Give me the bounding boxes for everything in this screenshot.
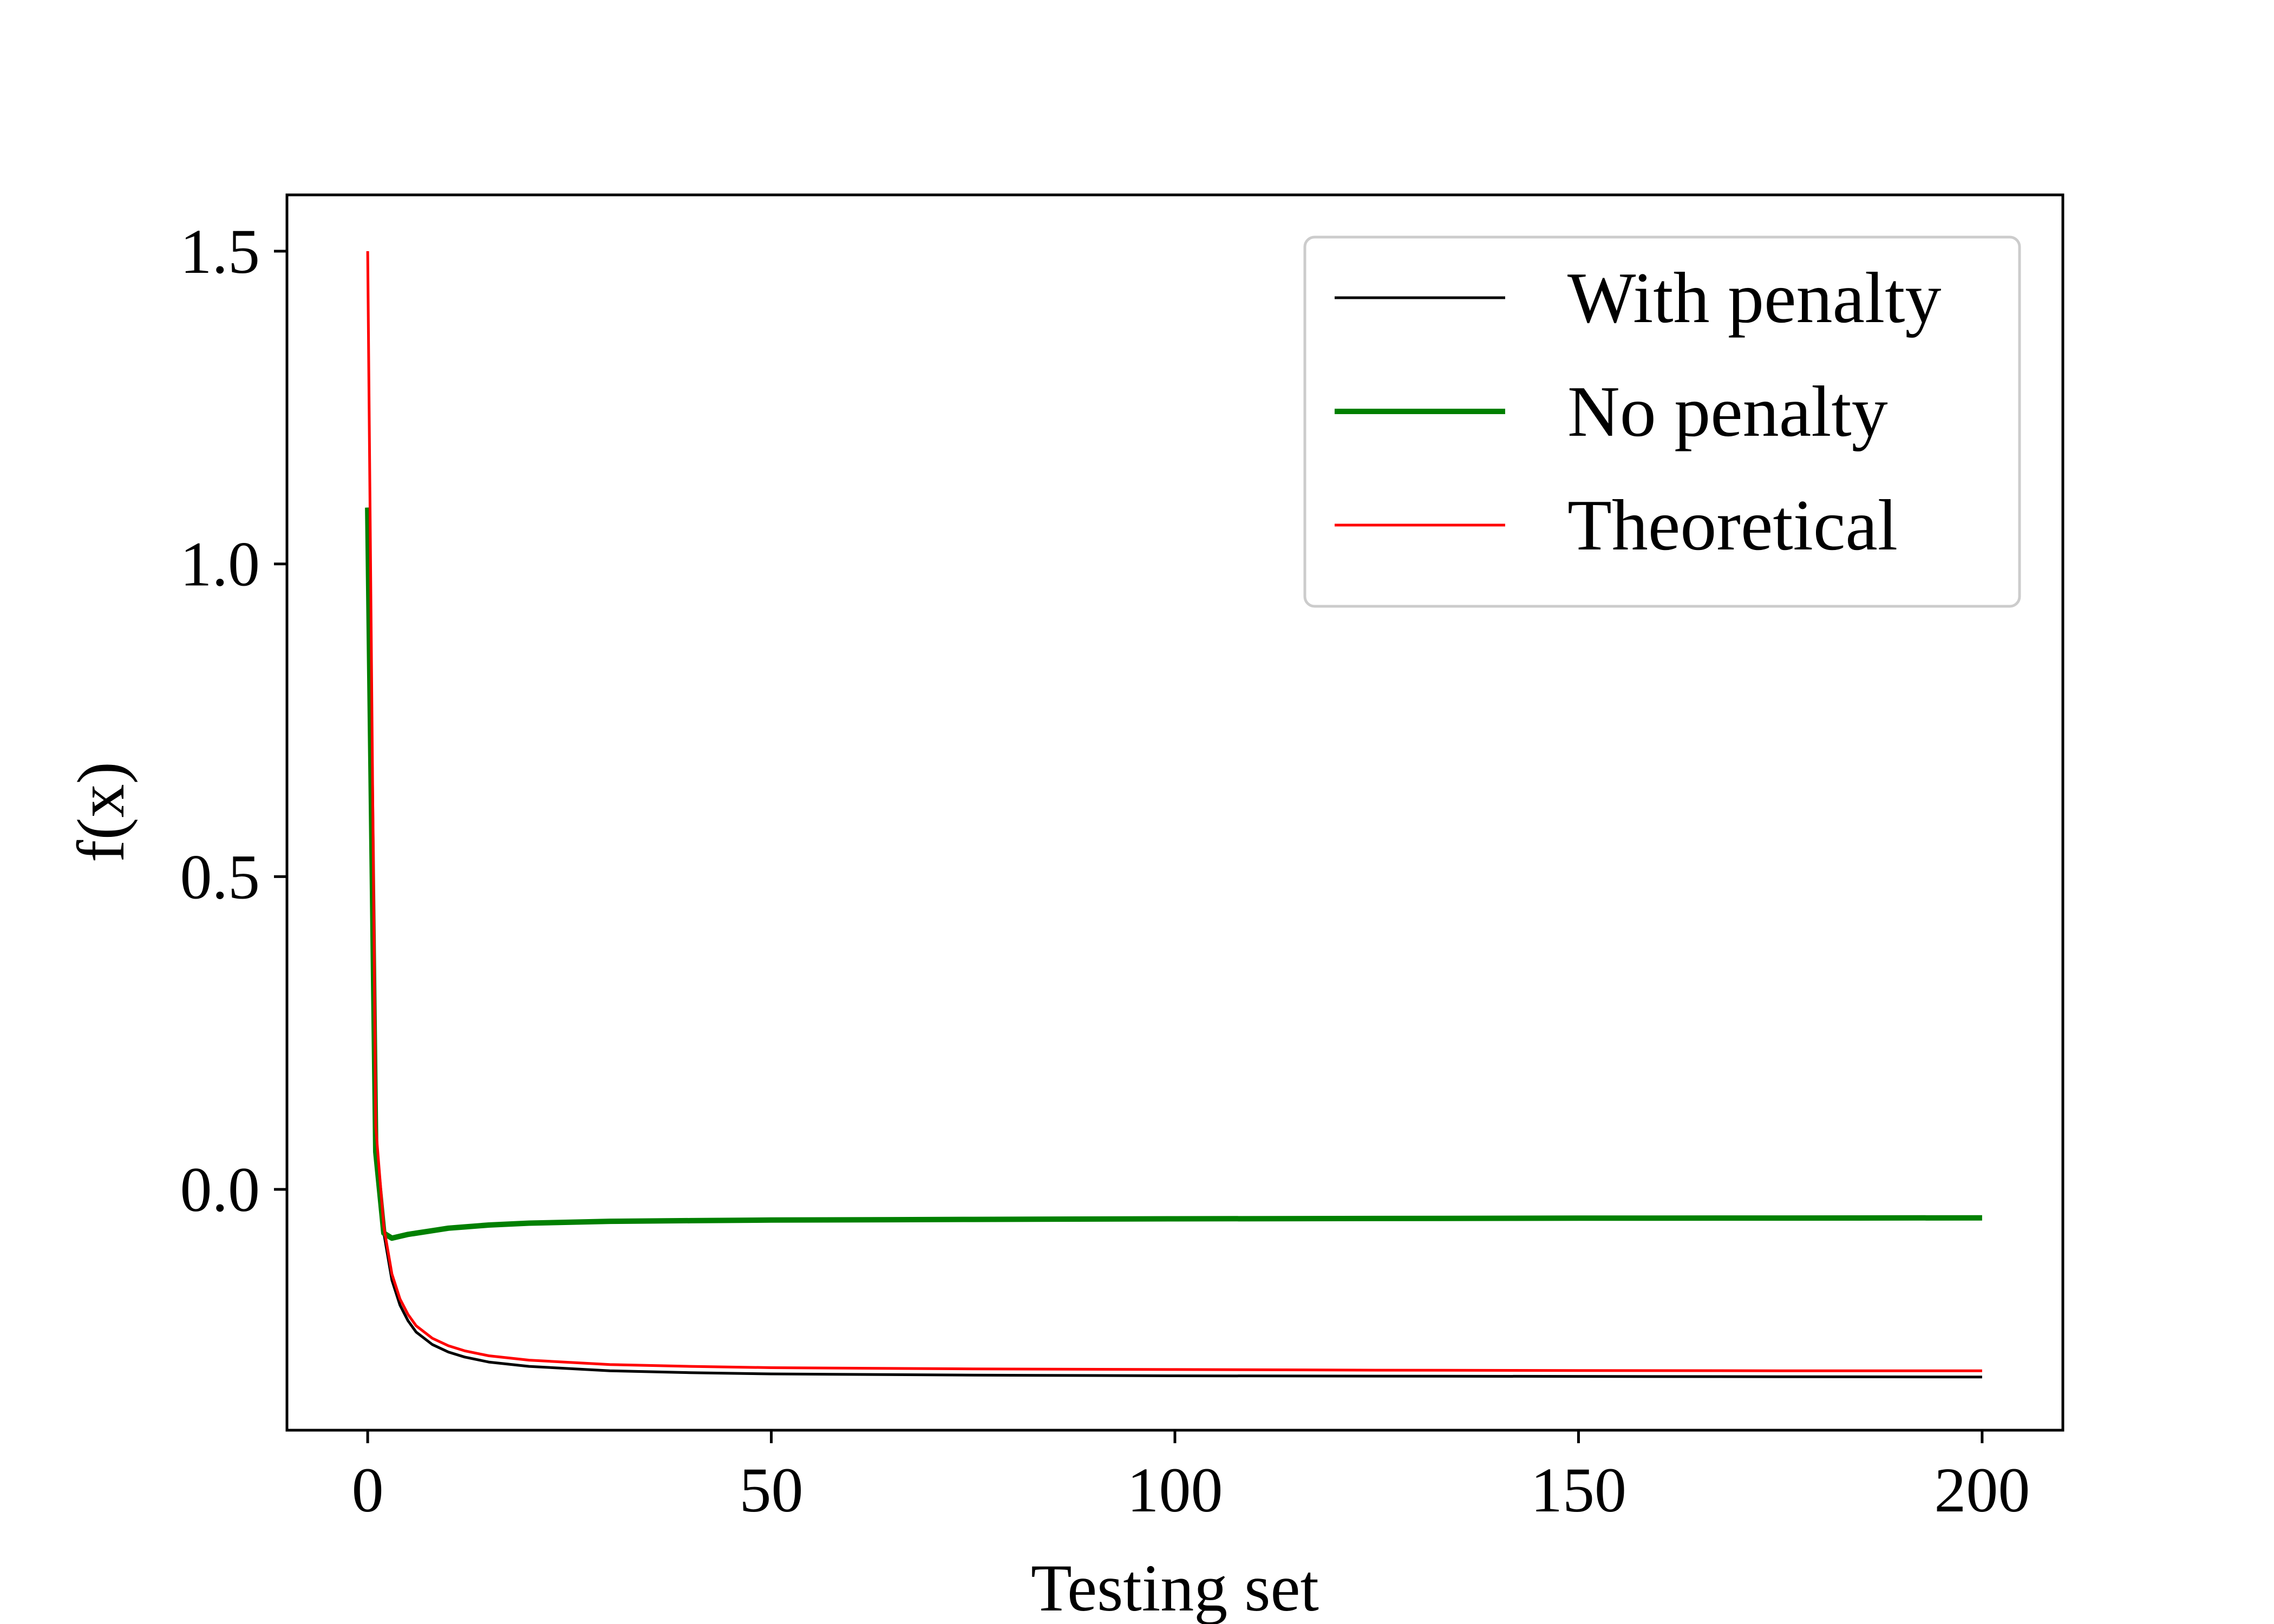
legend-label: With penalty [1567, 258, 1941, 338]
legend-frame [1303, 235, 2021, 608]
legend-label: No penalty [1567, 371, 1888, 451]
x-tick-label: 50 [740, 1455, 803, 1525]
x-tick-label: 200 [1934, 1455, 2030, 1525]
y-tick-label: 0.5 [180, 841, 260, 912]
x-tick-label: 150 [1531, 1455, 1626, 1525]
x-axis: 0 50 100 150 200 [352, 1430, 2030, 1525]
x-axis-title: Testing set [1031, 1551, 1319, 1624]
legend: With penalty No penalty Theoretical [1303, 235, 2021, 608]
x-tick-label: 0 [352, 1455, 384, 1525]
y-tick-label: 1.5 [180, 216, 260, 287]
legend-label: Theoretical [1567, 485, 1898, 565]
y-axis: 0.0 0.5 1.0 1.5 [180, 216, 287, 1225]
y-tick-label: 0.0 [180, 1154, 260, 1225]
y-tick-label: 1.0 [180, 529, 260, 600]
series-line-no-penalty [365, 507, 1982, 1241]
series-layer [365, 251, 1982, 1379]
y-axis-title: f(x) [64, 762, 138, 862]
series-line-with-penalty [366, 507, 1982, 1379]
series-line-theoretical [366, 251, 1982, 1372]
x-tick-label: 100 [1127, 1455, 1223, 1525]
